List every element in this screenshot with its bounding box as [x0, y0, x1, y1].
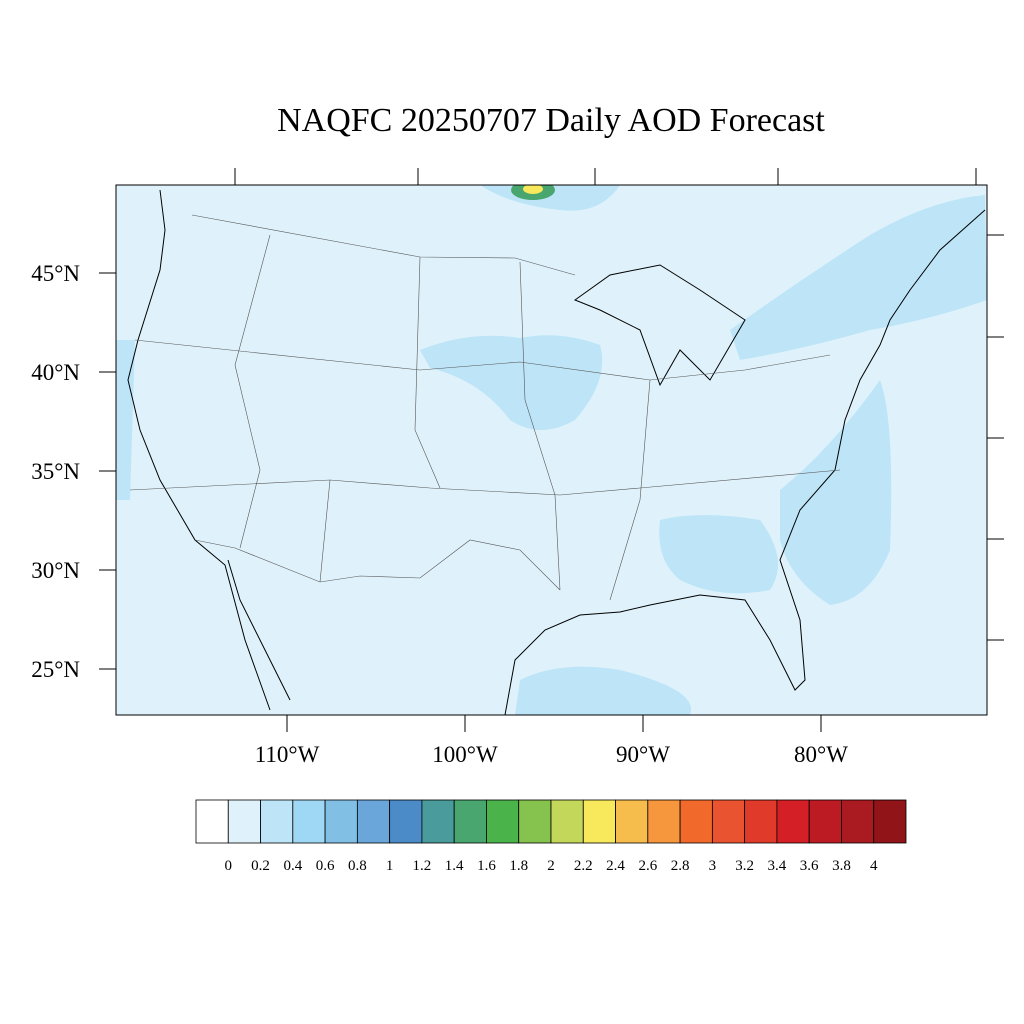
- colorbar-box: [615, 799, 649, 844]
- lon-label: 90°W: [616, 742, 670, 767]
- lon-label: 80°W: [794, 742, 848, 767]
- colorbar-label: 1.6: [477, 858, 496, 874]
- colorbar-label: 2.4: [606, 858, 625, 874]
- colorbar-box: [808, 799, 842, 844]
- colorbar-box: [550, 799, 584, 844]
- colorbar-box: [518, 799, 552, 844]
- title: NAQFC 20250707 Daily AOD Forecast: [277, 102, 825, 139]
- colorbar-label: 2: [547, 858, 555, 874]
- aod-plume-core: [523, 185, 543, 194]
- colorbar-box: [841, 799, 875, 844]
- lon-label: 110°W: [255, 742, 320, 767]
- colorbar-box: [227, 799, 261, 844]
- colorbar-box: [389, 799, 423, 844]
- colorbar-label: 3.6: [800, 858, 819, 874]
- colorbar-label: 3.2: [735, 858, 754, 874]
- colorbar-box: [486, 799, 520, 844]
- lon-label: 100°W: [432, 742, 498, 767]
- lat-label: 45°N: [31, 261, 80, 286]
- lat-label: 30°N: [31, 558, 80, 583]
- map: [116, 185, 987, 715]
- colorbar-label: 2.8: [671, 858, 690, 874]
- colorbar-label: 1.4: [445, 858, 464, 874]
- colorbar-label: 4: [870, 858, 878, 874]
- colorbar-label: 1: [386, 858, 394, 874]
- borders: [129, 214, 841, 601]
- colorbar-box: [195, 799, 229, 844]
- colorbar-box: [292, 799, 326, 844]
- lat-label: 40°N: [31, 360, 80, 385]
- colorbar-label: 2.2: [574, 858, 593, 874]
- colorbar-box: [356, 799, 391, 844]
- colorbar-label: 1.2: [413, 858, 432, 874]
- colorbar-box: [260, 799, 294, 844]
- colorbar-label: 3: [709, 858, 717, 874]
- colorbar-label: 3.4: [768, 858, 787, 874]
- map-frame: [115, 184, 988, 716]
- colorbar-box: [647, 799, 681, 844]
- top-right-ticks: [234, 168, 1004, 641]
- colorbar-label: 0.8: [348, 858, 367, 874]
- colorbar-box: [324, 799, 358, 844]
- lat-label: 25°N: [31, 657, 80, 682]
- colorbar-box: [679, 799, 713, 844]
- axes: 45°N 40°N 35°N 30°N 25°N 110°W 100°W 90°W 80°W 0 0…: [31, 261, 907, 874]
- colorbar-label: 2.6: [638, 858, 657, 874]
- lat-label: 35°N: [31, 459, 80, 484]
- colorbar-box: [776, 799, 810, 844]
- colorbar-label: 0: [225, 858, 233, 874]
- colorbar-box: [711, 799, 746, 844]
- colorbar-box: [582, 799, 616, 844]
- colorbar-label: 3.8: [832, 858, 851, 874]
- colorbar-label: 1.8: [509, 858, 528, 874]
- colorbar-box: [744, 799, 778, 844]
- colorbar-box: [453, 799, 487, 844]
- colorbar-label: 0.2: [251, 858, 270, 874]
- colorbar-label: 0.4: [283, 858, 302, 874]
- colorbar-box: [421, 799, 455, 844]
- colorbar-box: [873, 799, 907, 844]
- colorbar-label: 0.6: [316, 858, 335, 874]
- coastlines: [127, 189, 986, 715]
